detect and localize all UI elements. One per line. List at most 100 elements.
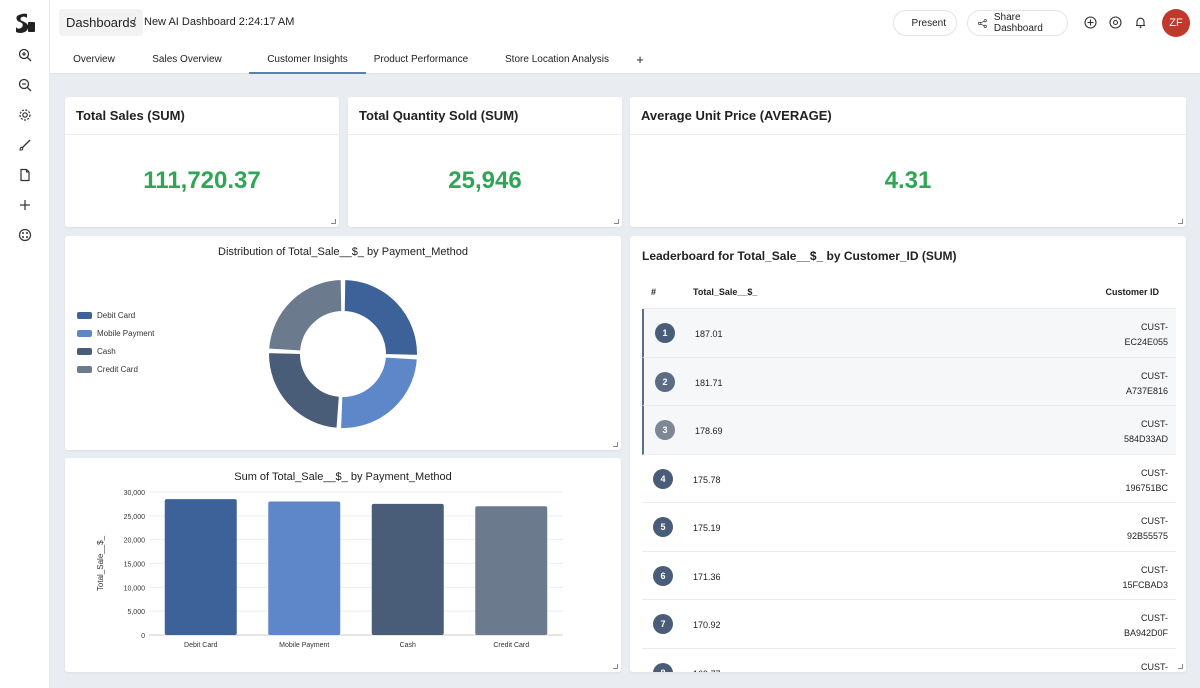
legend-swatch [77,348,92,355]
customer-id: CUST- A737E816 [1078,369,1168,399]
donut-chart-card[interactable]: Distribution of Total_Sale__$_ by Paymen… [65,236,621,450]
table-row[interactable]: 6 171.36 CUST- 15FCBAD3 [642,552,1176,600]
legend-label: Credit Card [97,365,138,374]
add-tab-button[interactable]: + [636,52,644,67]
legend-item-credit-card[interactable]: Credit Card [77,365,138,374]
present-button[interactable]: Present [893,10,957,36]
customer-id: CUST- 15FCBAD3 [1078,563,1168,593]
rank-badge: 1 [655,323,675,343]
donut-slice-cash[interactable] [267,351,341,430]
donut-slice-mobile-payment[interactable] [339,355,419,430]
sale-value: 169.77 [693,669,721,673]
customer-id: CUST- [1078,660,1168,673]
breadcrumb-separator: / [133,16,137,28]
table-row[interactable]: 5 175.19 CUST- 92B55575 [642,503,1176,552]
kpi-card-total-sales[interactable]: Total Sales (SUM) 111,720.37 [65,97,339,227]
bar-debit-card[interactable] [164,499,237,635]
resize-handle[interactable] [1178,664,1183,669]
table-row[interactable]: 1 187.01 CUST- EC24E055 [642,309,1176,358]
y-tick-label: 25,000 [124,514,146,521]
resize-handle[interactable] [1178,219,1183,224]
breadcrumb-root[interactable]: Dashboards [59,9,144,36]
y-axis-label: Total_Sale__$_ [96,535,105,591]
zoom-in-icon[interactable] [15,45,35,65]
header-rank: # [651,287,657,297]
top-bar: Dashboards / New AI Dashboard 2:24:17 AM… [50,0,1200,46]
bell-icon[interactable] [1132,14,1148,30]
donut-chart-title: Distribution of Total_Sale__$_ by Paymen… [218,246,468,258]
tab-store-location-analysis[interactable]: Store Location Analysis [505,54,609,65]
sale-value: 178.69 [695,426,723,436]
table-row[interactable]: 8 169.77 CUST- [642,649,1176,673]
sale-value: 187.01 [695,329,723,339]
y-tick-label: 10,000 [124,585,146,592]
table-row[interactable]: 7 170.92 CUST- BA942D0F [642,600,1176,649]
app-logo-icon[interactable] [13,12,37,36]
bar-chart-title: Sum of Total_Sale__$_ by Payment_Method [234,471,452,483]
kpi-card-average-unit-price[interactable]: Average Unit Price (AVERAGE) 4.31 [630,97,1186,227]
leaderboard-title: Leaderboard for Total_Sale__$_ by Custom… [642,249,957,263]
bar-credit-card[interactable] [475,506,548,635]
sale-value: 170.92 [693,620,721,630]
add-circle-icon[interactable] [1082,14,1098,30]
settings-icon[interactable] [1107,14,1123,30]
legend-label: Debit Card [97,311,136,320]
share-icon [978,18,987,28]
bar-mobile-payment[interactable] [268,501,341,635]
customer-id-prefix: CUST- [1141,370,1168,381]
tab-product-performance[interactable]: Product Performance [373,54,469,65]
legend-item-cash[interactable]: Cash [77,347,116,356]
breadcrumb-current[interactable]: New AI Dashboard 2:24:17 AM [144,16,295,28]
tab-sales-overview[interactable]: Sales Overview [152,54,222,65]
leaderboard-card[interactable]: Leaderboard for Total_Sale__$_ by Custom… [630,236,1186,672]
kpi-title: Total Quantity Sold (SUM) [348,97,622,135]
tab-customer-insights[interactable]: Customer Insights [249,46,366,74]
customer-id-prefix: CUST- [1141,322,1168,332]
rank-badge: 4 [653,468,673,489]
gear-icon[interactable] [15,105,35,125]
add-icon[interactable] [15,195,35,215]
table-row[interactable]: 2 181.71 CUST- A737E816 [642,357,1176,406]
y-tick-label: 5,000 [127,609,145,616]
palette-icon[interactable] [15,225,35,245]
zoom-out-icon[interactable] [15,75,35,95]
sale-value: 175.19 [693,523,721,533]
x-tick-label: Cash [400,642,416,649]
customer-id-code: 92B55575 [1126,531,1168,541]
donut-slice-credit-card[interactable] [267,277,344,353]
tab-overview[interactable]: Overview [73,54,115,65]
sale-value: 171.36 [693,571,721,582]
customer-id: CUST- EC24E055 [1078,320,1168,350]
share-label: Share Dashboard [993,12,1043,34]
bar-cash[interactable] [371,503,444,635]
tab-bar: Overview Sales Overview Customer Insight… [50,46,1200,74]
share-dashboard-button[interactable]: Share Dashboard [967,10,1068,36]
sale-value: 181.71 [695,377,723,388]
resize-handle[interactable] [614,219,619,224]
customer-id-prefix: CUST- [1141,613,1168,623]
legend-item-debit-card[interactable]: Debit Card [77,311,135,320]
resize-handle[interactable] [613,442,618,447]
bar-chart: 30,000 25,000 20,000 15,000 10,000 5,000 0 Debi… [96,490,563,649]
rank-badge: 5 [653,517,673,537]
table-row[interactable]: 3 178.69 CUST- 584D33AD [642,406,1176,455]
kpi-card-total-quantity[interactable]: Total Quantity Sold (SUM) 25,946 [348,97,622,227]
customer-id-code: 584D33AD [1123,434,1168,444]
customer-id-prefix: CUST- [1141,419,1168,429]
kpi-title: Total Sales (SUM) [65,97,339,135]
document-icon[interactable] [15,165,35,185]
brush-icon[interactable] [15,135,35,155]
resize-handle[interactable] [613,664,618,669]
donut-slice-debit-card[interactable] [342,277,419,357]
bar-chart-card[interactable]: Sum of Total_Sale__$_ by Payment_Method … [65,458,621,672]
header-value[interactable]: Total_Sale__$_ [693,287,758,297]
y-tick-label: 15,000 [124,562,146,569]
header-customer-id[interactable]: Customer ID [1105,287,1159,297]
table-row[interactable]: 4 175.78 CUST- 196751BC [642,455,1176,503]
table-header: # Total_Sale__$_ Customer ID [642,276,1176,309]
resize-handle[interactable] [331,219,336,224]
avatar[interactable]: ZF [1162,9,1190,37]
table-body: 1 187.01 CUST- EC24E055 2 181.71 CUST- A737E816… [642,309,1176,672]
legend-item-mobile-payment[interactable]: Mobile Payment [77,329,154,338]
present-label: Present [911,17,946,29]
